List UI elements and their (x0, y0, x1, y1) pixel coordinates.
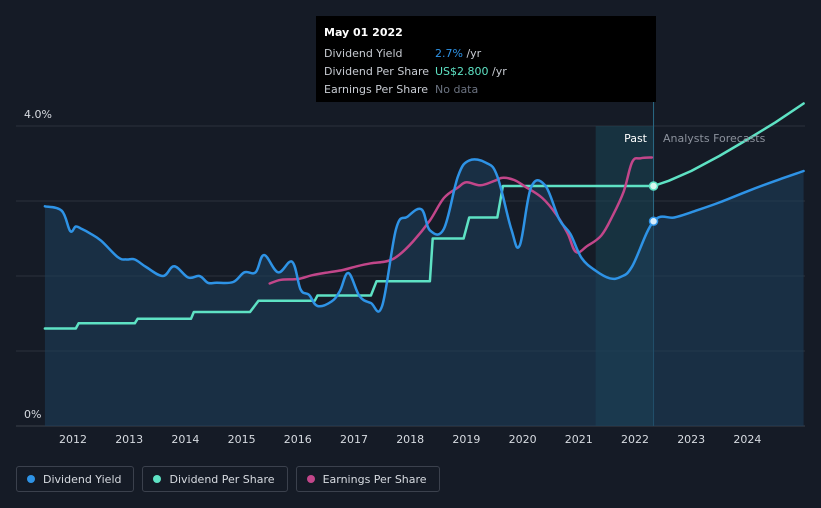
tooltip-label: Earnings Per Share (324, 83, 429, 96)
tooltip-row-earnings-per-share: Earnings Per Share No data (324, 81, 648, 99)
tooltip-value: 2.7% (435, 47, 463, 60)
y-tick-label-top: 4.0% (24, 108, 52, 121)
dividend-yield-line (43, 158, 805, 313)
dividend-per-share-marker (648, 181, 659, 191)
series-lines (43, 102, 805, 330)
legend-item-earnings-per-share[interactable]: Earnings Per Share (295, 466, 440, 492)
legend-item-dividend-per-share[interactable]: Dividend Per Share (142, 466, 288, 492)
legend-item-dividend-yield[interactable]: Dividend Yield (16, 466, 135, 492)
x-tick-label: 2016 (284, 433, 312, 446)
legend-label: Earnings Per Share (322, 472, 427, 486)
dividend-yield-area (44, 159, 804, 426)
legend-dot-icon (27, 475, 35, 483)
hover-tooltip: May 01 2022 Dividend Yield 2.7% /yr Divid… (316, 16, 656, 102)
hover-markers (648, 181, 659, 226)
legend: Dividend Yield Dividend Per Share Earnin… (16, 466, 440, 494)
x-tick-label: 2018 (396, 433, 424, 446)
x-tick-label: 2021 (565, 433, 593, 446)
tooltip-row-dividend-per-share: Dividend Per Share US$2.800 /yr (324, 63, 648, 81)
y-tick-label-bottom: 0% (24, 408, 41, 421)
earnings-per-share-line (268, 156, 654, 285)
x-tick-label: 2020 (509, 433, 537, 446)
x-tick-label: 2019 (452, 433, 480, 446)
legend-dot-icon (153, 475, 162, 483)
x-tick-label: 2015 (228, 433, 256, 446)
x-tick-label: 2013 (115, 433, 143, 446)
x-tick-label: 2023 (677, 433, 705, 446)
tooltip-unit: /yr (488, 65, 507, 78)
dividend-yield-marker (648, 216, 659, 226)
tooltip-unit: /yr (462, 47, 482, 60)
x-axis-ticks: 2012 2013 2014 2015 2016 2017 2018 2019 2020 2021… (59, 433, 761, 446)
tooltip-label: Dividend Yield (324, 47, 403, 60)
forecast-label: Analysts Forecasts (663, 132, 766, 145)
tooltip-value: US$2.800 (435, 65, 489, 78)
legend-label: Dividend Per Share (169, 472, 275, 486)
past-label: Past (624, 132, 648, 145)
x-tick-label: 2012 (59, 433, 87, 446)
tooltip-value: No data (435, 83, 479, 96)
x-tick-label: 2024 (733, 433, 761, 446)
dividend-per-share-line (43, 102, 805, 330)
x-tick-label: 2022 (621, 433, 649, 446)
tooltip-label: Dividend Per Share (324, 65, 430, 78)
legend-dot-icon (306, 475, 315, 483)
x-tick-label: 2014 (171, 433, 199, 446)
x-tick-label: 2017 (340, 433, 368, 446)
tooltip-date: May 01 2022 (324, 26, 403, 39)
legend-label: Dividend Yield (43, 472, 122, 486)
tooltip-row-dividend-yield: Dividend Yield 2.7% /yr (324, 45, 648, 63)
